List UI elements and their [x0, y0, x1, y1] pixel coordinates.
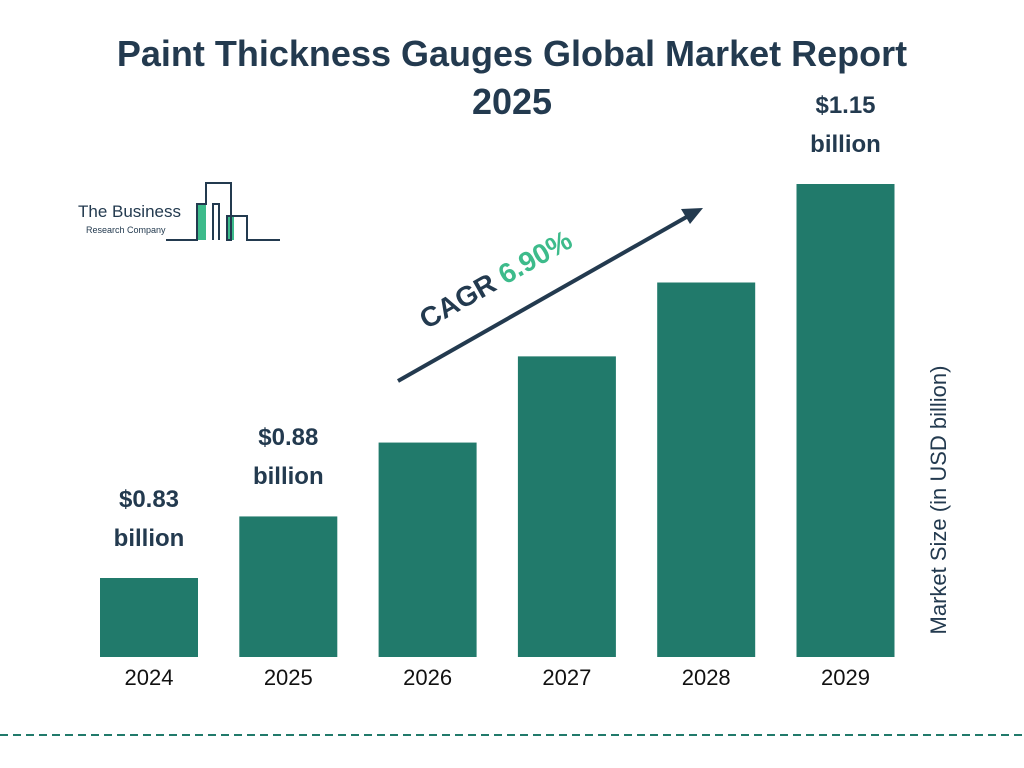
x-tick-label: 2024 — [125, 665, 174, 690]
bar — [239, 516, 338, 657]
cagr: CAGR 6.90% — [414, 224, 577, 335]
x-tick-label: 2025 — [264, 665, 313, 690]
cagr-value: 6.90% — [493, 224, 577, 290]
logo-text: The Business — [78, 202, 181, 221]
bar — [657, 282, 756, 657]
bar — [796, 184, 895, 657]
bar — [100, 578, 198, 657]
logo — [166, 182, 280, 241]
logo-outline — [166, 182, 280, 241]
x-tick-label: 2028 — [682, 665, 731, 690]
bar — [517, 356, 616, 657]
logo-bar — [197, 204, 206, 240]
logo-subtext: Research Company — [86, 225, 166, 235]
logo-outline — [212, 203, 220, 240]
x-tick-label: 2027 — [542, 665, 591, 690]
chart-title: Paint Thickness Gauges Global Market Rep… — [116, 33, 908, 122]
y-axis-label: Market Size (in USD billion) — [926, 366, 951, 635]
bar — [378, 442, 477, 657]
cagr-arrow — [397, 213, 691, 383]
value-label: $0.88 billion — [252, 424, 324, 491]
cagr-label: CAGR — [414, 267, 501, 335]
cagr-arrowhead — [681, 208, 703, 224]
x-tick-label: 2029 — [821, 665, 870, 690]
value-label: $0.83 billion — [113, 486, 185, 552]
value-label: $1.15 billion — [810, 92, 881, 158]
x-tick-label: 2026 — [403, 665, 452, 690]
